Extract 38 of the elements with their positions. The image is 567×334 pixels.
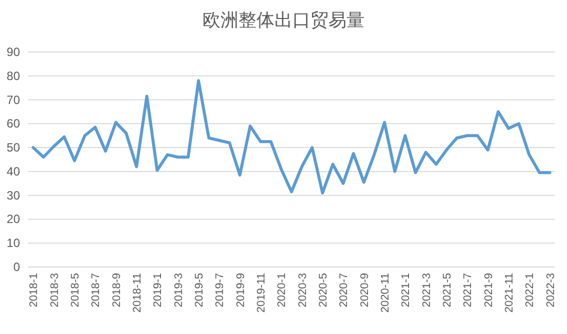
- x-tick-label: 2019-7: [214, 273, 226, 308]
- y-tick-label: 40: [6, 164, 20, 178]
- x-tick-label: 2019-3: [172, 273, 185, 308]
- line-series: [32, 79, 552, 194]
- x-tick-label: 2018-5: [70, 273, 82, 308]
- x-tick-label: 2021-5: [442, 273, 454, 308]
- x-tick-label: 2021-7: [462, 273, 474, 308]
- x-tick-label: 2020-9: [358, 273, 371, 308]
- x-tick-label: 2018-11: [132, 273, 144, 313]
- x-tick-label: 2019-1: [152, 273, 164, 308]
- y-tick-label: 90: [6, 45, 20, 59]
- y-tick-label: 50: [6, 140, 20, 155]
- y-tick-label: 60: [6, 116, 20, 131]
- y-tick-label: 80: [6, 68, 20, 83]
- x-tick-label: 2018-9: [110, 273, 123, 308]
- x-tick-label: 2018-7: [90, 273, 102, 308]
- x-tick-label: 2021-9: [482, 273, 495, 308]
- x-tick-label: 2020-7: [338, 273, 350, 308]
- x-tick-label: 2022-1: [524, 273, 536, 308]
- x-tick-label: 2020-3: [296, 273, 309, 308]
- y-tick-label: 0: [13, 260, 20, 274]
- x-tick-label: 2019-9: [234, 273, 247, 308]
- x-tick-label: 2020-5: [318, 273, 330, 308]
- x-tick-label: 2018-1: [28, 273, 40, 308]
- x-tick-label: 2022-3: [544, 273, 557, 308]
- x-tick-label: 2019-5: [194, 273, 206, 308]
- x-tick-label: 2018-3: [48, 273, 61, 308]
- x-tick-label: 2020-11: [380, 273, 392, 313]
- x-tick-label: 2021-11: [504, 273, 516, 313]
- x-tick-label: 2019-11: [256, 273, 268, 313]
- y-tick-label: 20: [6, 212, 20, 226]
- x-tick-label: 2021-1: [400, 273, 412, 308]
- x-tick-label: 2021-3: [420, 273, 433, 308]
- y-tick-label: 70: [6, 92, 20, 107]
- chart-title: 欧洲整体出口贸易量: [202, 10, 364, 30]
- y-tick-label: 30: [6, 188, 20, 202]
- y-tick-label: 10: [6, 236, 20, 250]
- x-tick-label: 2020-1: [276, 273, 288, 308]
